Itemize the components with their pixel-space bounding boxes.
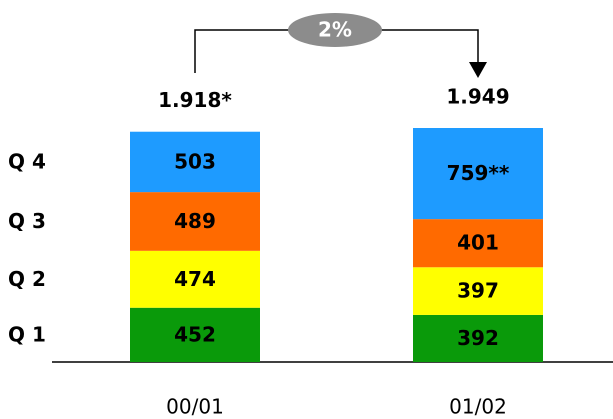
bar-segment [130, 192, 260, 251]
bar-segment [130, 307, 260, 362]
bar-segment [413, 314, 543, 362]
total-label: 1.918* [158, 88, 232, 112]
bar-segment [413, 219, 543, 268]
data-label: 503 [174, 149, 216, 173]
data-label: 759** [447, 161, 510, 185]
bar-segment [413, 267, 543, 315]
x-tick-label: 01/02 [449, 395, 507, 419]
series-label: Q 1 [8, 322, 46, 346]
arrow-head [469, 62, 487, 78]
series-label: Q 4 [8, 149, 46, 173]
data-label: 397 [457, 279, 499, 303]
annotation: 2% [318, 18, 352, 42]
bar-segment [130, 250, 260, 308]
bar-segment [413, 128, 543, 220]
data-label: 392 [457, 326, 499, 350]
series-label: Q 2 [8, 267, 46, 291]
x-tick-label: 00/01 [166, 395, 224, 419]
bar-segment [130, 131, 260, 193]
data-label: 489 [174, 209, 216, 233]
annotation-bubble [288, 13, 382, 47]
data-label: 401 [457, 231, 499, 255]
data-label: 474 [174, 267, 216, 291]
total-label: 1.949 [446, 85, 509, 109]
series-label: Q 3 [8, 209, 46, 233]
data-label: 452 [174, 322, 216, 346]
